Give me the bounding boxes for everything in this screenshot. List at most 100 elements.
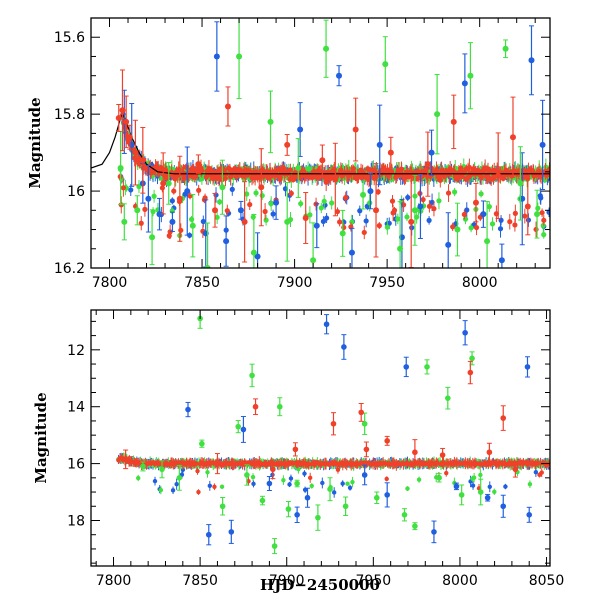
data-point-red [258, 184, 265, 191]
baseline-point-red [222, 175, 229, 182]
data-point-red [509, 134, 516, 141]
baseline-point-red [512, 210, 518, 216]
baseline-point-red [420, 196, 426, 203]
baseline-point-green [296, 466, 301, 472]
baseline-point-red [142, 206, 148, 212]
baseline-point-red [196, 489, 201, 495]
baseline-point-blue [320, 218, 327, 225]
baseline-point-red [202, 195, 208, 201]
baseline-point-red [431, 206, 437, 212]
data-point-red [472, 199, 479, 206]
baseline-point-blue [288, 476, 294, 481]
baseline-point-green [188, 216, 195, 222]
baseline-point-red [287, 167, 293, 173]
x-tick-label: 8000 [462, 275, 498, 291]
baseline-point-green [158, 487, 164, 493]
data-point-red [424, 161, 431, 168]
data-point-green [236, 53, 243, 60]
baseline-point-green [350, 479, 355, 485]
baseline-point-red [490, 176, 497, 182]
baseline-point-red [444, 470, 449, 476]
baseline-point-blue [170, 488, 176, 493]
data-point-green [360, 191, 367, 198]
baseline-point-green [253, 190, 259, 196]
data-point-green [121, 218, 128, 225]
data-point-blue [254, 253, 261, 260]
baseline-point-blue [302, 487, 308, 493]
data-point-green [484, 238, 491, 245]
bottom-plot-area [116, 310, 550, 555]
data-point-green [339, 230, 346, 237]
baseline-point-red [334, 208, 341, 215]
y-tick-label: 15.6 [54, 30, 85, 46]
baseline-point-blue [546, 209, 550, 215]
data-point-blue [376, 141, 383, 148]
baseline-point-green [250, 474, 256, 480]
data-point-blue [213, 53, 220, 60]
baseline-point-red [171, 188, 177, 194]
data-point-blue [528, 57, 535, 64]
data-point-blue [498, 257, 505, 264]
data-point-red [132, 149, 139, 156]
data-point-red [524, 203, 531, 210]
baseline-point-red [461, 211, 467, 218]
baseline-point-green [486, 204, 492, 210]
baseline-point-green [468, 225, 474, 231]
baseline-point-green [478, 472, 483, 478]
data-point-green [267, 118, 274, 125]
baseline-point-red [365, 166, 371, 172]
data-point-green [310, 257, 317, 264]
data-point-red [195, 161, 202, 168]
baseline-point-red [120, 185, 127, 191]
baseline-point-blue [538, 195, 544, 201]
baseline-point-green [309, 483, 314, 489]
baseline-point-blue [270, 211, 276, 217]
baseline-point-red [288, 190, 294, 196]
baseline-point-red [138, 220, 144, 226]
data-point-green [250, 249, 257, 256]
data-point-blue [145, 195, 152, 202]
data-point-blue [273, 199, 280, 206]
baseline-point-red [307, 475, 313, 481]
top-axis-ticks: 7800 7850 7900 7950 8000 15.6 15.8 16 16.2 [54, 17, 550, 291]
data-point-green [284, 218, 291, 225]
data-point-red [284, 141, 291, 148]
baseline-point-red [280, 164, 286, 171]
data-point-red [450, 118, 457, 125]
data-point-green [382, 61, 389, 68]
baseline-point-red [158, 165, 164, 171]
baseline-point-green [535, 205, 541, 211]
baseline-point-red [196, 187, 202, 193]
data-point-red [332, 176, 339, 183]
baseline-point-red [512, 222, 518, 228]
baseline-point-green [318, 205, 324, 211]
top-plot-frame [90, 17, 551, 269]
baseline-point-red [389, 169, 395, 175]
baseline-point-blue [487, 484, 492, 489]
baseline-point-blue [287, 482, 292, 487]
data-point-red [212, 207, 219, 214]
data-point-green [411, 207, 418, 214]
baseline-point-red [458, 174, 465, 180]
baseline-point-blue [347, 485, 353, 490]
data-point-red [224, 103, 231, 110]
data-point-red [126, 134, 133, 141]
x-tick-label: 7850 [184, 275, 220, 291]
data-point-red [115, 115, 122, 121]
baseline-point-blue [464, 207, 470, 213]
data-point-red [176, 195, 183, 202]
baseline-point-red [445, 190, 452, 196]
baseline-point-red [212, 484, 217, 489]
baseline-point-green [395, 216, 401, 222]
data-point-green [517, 180, 524, 187]
data-point-green [397, 245, 404, 252]
baseline-point-blue [331, 490, 337, 495]
baseline-point-green [250, 214, 256, 220]
data-point-green [165, 180, 172, 187]
baseline-point-red [176, 166, 182, 173]
baseline-point-red [466, 164, 472, 171]
baseline-point-red [194, 461, 199, 466]
baseline-point-blue [152, 478, 158, 484]
baseline-point-green [205, 470, 210, 475]
baseline-point-green [268, 200, 274, 207]
